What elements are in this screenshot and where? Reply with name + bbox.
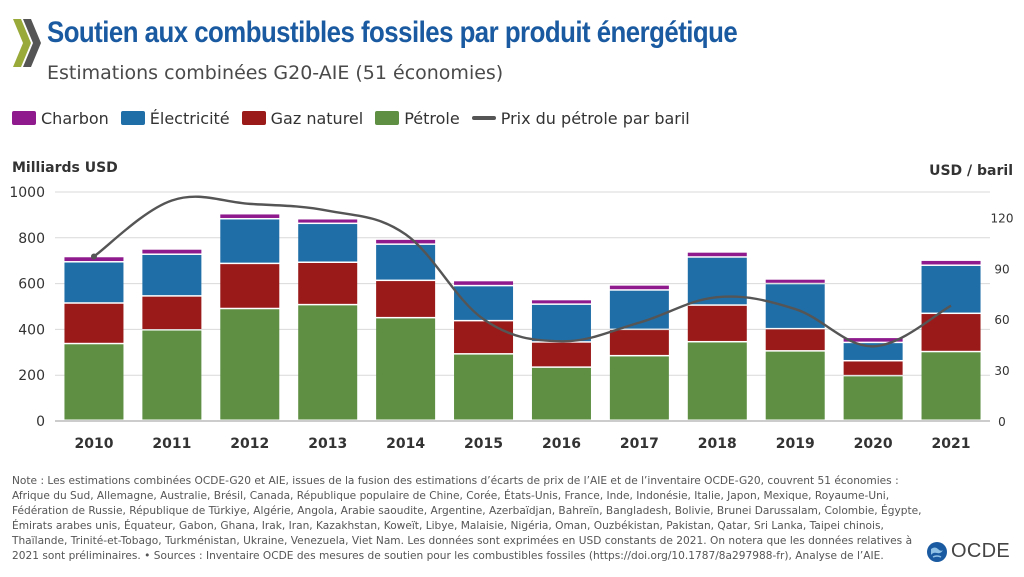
x-tick-label: 2020: [854, 436, 893, 452]
x-tick-label: 2010: [74, 436, 113, 452]
bar-segment-pétrole[interactable]: [609, 356, 669, 420]
legend-label: Électricité: [149, 108, 230, 128]
bar-segment-électricité[interactable]: [531, 304, 591, 342]
legend-label: Gaz naturel: [270, 108, 364, 128]
chart-subtitle: Estimations combinées G20-AIE (51 économ…: [47, 62, 504, 84]
bar-segment-gaz-naturel[interactable]: [220, 264, 280, 308]
chart-title: Soutien aux combustibles fossiles par pr…: [47, 16, 738, 49]
globe-icon: [927, 541, 947, 562]
y-tick-label: 600: [18, 277, 45, 293]
bar-segment-pétrole[interactable]: [142, 330, 202, 420]
bar-segment-pétrole[interactable]: [921, 352, 981, 420]
legend-swatch: [120, 111, 145, 125]
x-tick-label: 2011: [152, 436, 191, 452]
bar-segment-charbon[interactable]: [765, 279, 825, 283]
bar-segment-pétrole[interactable]: [531, 367, 591, 420]
legend-item-electricite[interactable]: Électricité: [120, 108, 230, 128]
bar-segment-gaz-naturel[interactable]: [64, 303, 124, 343]
bar-segment-gaz-naturel[interactable]: [454, 321, 514, 354]
bar-segment-gaz-naturel[interactable]: [142, 296, 202, 330]
bar-chart: Milliards USD USD / baril 02004006008001…: [9, 160, 1013, 452]
bar-segment-charbon[interactable]: [687, 252, 747, 257]
bar-segment-pétrole[interactable]: [843, 376, 903, 420]
y2-axis-label: USD / baril: [929, 163, 1013, 179]
bar-segment-charbon[interactable]: [298, 219, 358, 223]
legend-item-prix-petrole[interactable]: Prix du pétrole par baril: [471, 108, 690, 128]
bar-segment-pétrole[interactable]: [687, 342, 747, 420]
grid: [55, 191, 990, 422]
x-tick-label: 2019: [776, 436, 815, 452]
bar-segment-électricité[interactable]: [220, 219, 280, 263]
bar-segment-gaz-naturel[interactable]: [843, 361, 903, 375]
bar-segment-gaz-naturel[interactable]: [609, 330, 669, 355]
bar-segment-charbon[interactable]: [843, 338, 903, 342]
y-tick-label: 400: [18, 322, 45, 338]
bars: [64, 214, 981, 420]
bar-segment-charbon[interactable]: [531, 300, 591, 304]
oil-price-point: [90, 253, 97, 260]
y2-tick-label: 0: [998, 415, 1006, 429]
bar-segment-électricité[interactable]: [298, 224, 358, 262]
legend-label: Prix du pétrole par baril: [500, 108, 690, 128]
bar-segment-pétrole[interactable]: [220, 309, 280, 420]
legend-label: Charbon: [41, 108, 109, 128]
x-tick-label: 2015: [464, 436, 503, 452]
legend-swatch: [12, 111, 36, 125]
y2-tick-label: 90: [994, 262, 1009, 276]
bar-segment-gaz-naturel[interactable]: [531, 342, 591, 367]
x-tick-label: 2017: [620, 436, 659, 452]
legend-label: Pétrole: [404, 108, 460, 128]
bar-segment-électricité[interactable]: [376, 244, 436, 280]
bar-segment-gaz-naturel[interactable]: [765, 329, 825, 351]
y2-tick-label: 120: [991, 211, 1014, 225]
oil-price-line[interactable]: [93, 195, 952, 348]
oecd-chevron-logo: [13, 19, 41, 67]
bar-segment-charbon[interactable]: [220, 214, 280, 218]
legend-swatch: [241, 111, 266, 125]
bar-segment-électricité[interactable]: [921, 265, 981, 313]
x-tick-label: 2018: [698, 436, 737, 452]
x-tick-label: 2014: [386, 436, 425, 452]
y-tick-label: 1000: [9, 185, 45, 201]
bar-segment-charbon[interactable]: [921, 260, 981, 265]
y-tick-label: 0: [36, 414, 45, 430]
chart-note: Note : Les estimations combinées OCDE-G2…: [12, 475, 922, 562]
bar-segment-pétrole[interactable]: [298, 305, 358, 420]
bar-segment-électricité[interactable]: [142, 254, 202, 296]
legend-item-petrole[interactable]: Pétrole: [375, 109, 460, 128]
bar-segment-pétrole[interactable]: [376, 318, 436, 420]
x-tick-label: 2012: [230, 436, 269, 452]
bar-segment-pétrole[interactable]: [454, 354, 514, 420]
bar-segment-gaz-naturel[interactable]: [687, 305, 747, 341]
x-tick-label: 2016: [542, 436, 581, 452]
x-tick-label: 2021: [932, 436, 971, 452]
bar-segment-pétrole[interactable]: [765, 351, 825, 420]
y-tick-label: 200: [18, 368, 45, 384]
axis-ticks: 0 200 400 600 800 1000 0 30 60 90 120 2010 2011 2012 2…: [9, 185, 1013, 452]
bar-segment-électricité[interactable]: [454, 286, 514, 320]
price-line: [90, 195, 952, 348]
bar-segment-gaz-naturel[interactable]: [298, 262, 358, 304]
bar-segment-électricité[interactable]: [843, 343, 903, 360]
oecd-logo: OCDE: [926, 540, 1010, 563]
bar-segment-électricité[interactable]: [64, 262, 124, 303]
legend-line-swatch: [471, 116, 496, 120]
legend-item-gaz-naturel[interactable]: Gaz naturel: [241, 108, 364, 128]
bar-segment-gaz-naturel[interactable]: [376, 281, 436, 317]
bar-segment-charbon[interactable]: [454, 281, 514, 285]
y-axis-label: Milliards USD: [12, 160, 118, 176]
bar-segment-charbon[interactable]: [609, 285, 669, 290]
bar-segment-charbon[interactable]: [376, 239, 436, 244]
y2-tick-label: 60: [994, 313, 1009, 327]
bar-segment-électricité[interactable]: [765, 284, 825, 328]
oecd-brand-text: OCDE: [951, 540, 1010, 562]
x-tick-label: 2013: [308, 436, 347, 452]
legend-item-charbon[interactable]: Charbon: [12, 109, 109, 128]
y2-tick-label: 30: [994, 364, 1009, 378]
bar-segment-charbon[interactable]: [142, 249, 202, 254]
legend-swatch: [375, 111, 400, 125]
legend: Charbon Électricité Gaz naturel Pétrole …: [12, 106, 702, 130]
y-tick-label: 800: [18, 231, 45, 247]
bar-segment-pétrole[interactable]: [64, 344, 124, 420]
